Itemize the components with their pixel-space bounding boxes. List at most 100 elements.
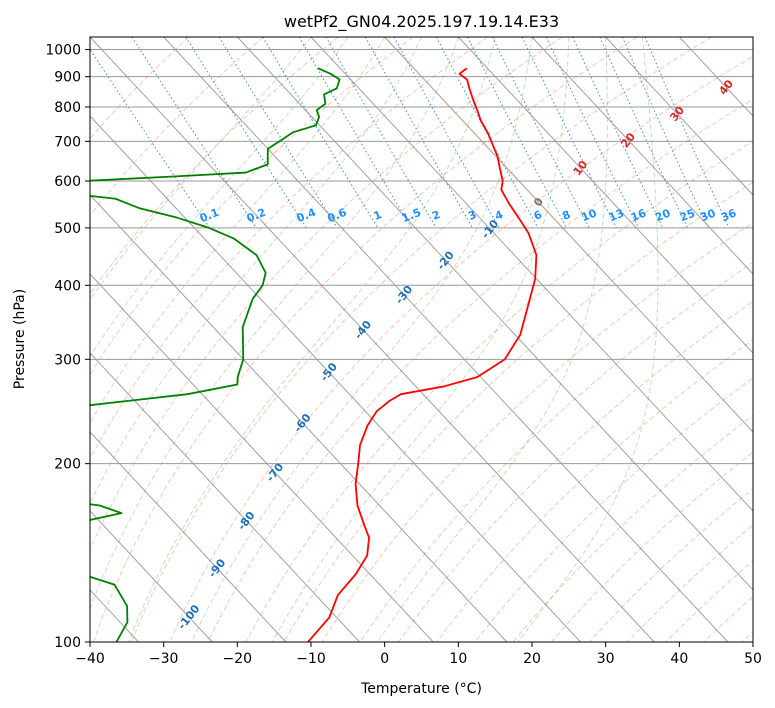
x-tick-label: 20 (523, 651, 541, 667)
mixing-ratio-line (599, 37, 689, 229)
mixing-ratio-label: 36 (719, 206, 738, 224)
mixing-ratio-label: 1 (372, 208, 384, 223)
x-tick-label: −10 (296, 651, 326, 667)
dry-adiabat (398, 300, 753, 642)
mixing-ratio-label: 2 (430, 208, 442, 223)
dry-adiabat (131, 37, 712, 642)
x-tick-label: −40 (75, 651, 105, 667)
moist-adiabat (191, 37, 533, 642)
isobars (90, 49, 753, 642)
isotherm-line (0, 37, 65, 642)
profile-lines (90, 67, 538, 642)
dry-adiabat (90, 37, 264, 217)
mixing-ratio-line (621, 37, 709, 229)
mixing-ratio-label: 10 (580, 206, 599, 224)
isotherm-line (90, 37, 655, 642)
moist-adiabat (517, 37, 659, 642)
mixing-ratio-line (364, 37, 474, 229)
dry-adiabat (512, 414, 753, 642)
y-tick-label: 700 (54, 134, 81, 150)
y-tick-label: 100 (54, 635, 81, 651)
isotherm-line (90, 510, 213, 642)
mixing-ratio-line (185, 37, 307, 229)
x-tick-label: 0 (380, 651, 389, 667)
isotherm-line (310, 37, 753, 512)
mixing-ratio-line (521, 37, 618, 229)
dry-adiabat (90, 37, 563, 551)
y-tick-label: 600 (54, 174, 81, 190)
dry-adiabat (360, 261, 753, 642)
y-tick-label: 300 (54, 352, 81, 368)
y-tick-label: 400 (54, 278, 81, 294)
isotherm-line (90, 431, 287, 642)
isotherm-line (457, 37, 753, 354)
isotherm-line (90, 115, 581, 642)
dry-adiabat (169, 55, 753, 642)
plot-frame (89, 36, 754, 643)
mixing-ratio-label: 30 (698, 206, 717, 224)
x-tick-label: −30 (149, 651, 179, 667)
dry-adiabat (283, 181, 753, 642)
mixing-ratio-line (325, 37, 437, 229)
y-tick-label: 800 (54, 100, 81, 116)
x-axis-ticks: −40 −30 −20 −10 0 10 20 30 40 50 (75, 642, 762, 667)
moist-adiabat (377, 37, 608, 642)
y-axis-label: Pressure (hPa) (12, 289, 28, 389)
isotherm-line (163, 37, 729, 642)
mixing-ratio-label: 25 (678, 207, 697, 225)
series-line-temperature (307, 67, 538, 642)
mixing-ratio-line (435, 37, 539, 229)
y-tick-label: 1000 (45, 43, 81, 59)
isotherm-line (605, 37, 753, 196)
dry-adiabat (474, 377, 753, 642)
isotherm-line (531, 37, 753, 275)
mixing-ratio-line (572, 37, 664, 229)
mixing-ratio-label: 16 (629, 206, 648, 224)
isotherm-line (90, 352, 360, 642)
dry-adiabat (92, 37, 638, 642)
x-tick-label: 50 (744, 651, 762, 667)
dry-adiabat (90, 37, 339, 295)
isotherm-line (752, 37, 753, 38)
chart-title: wetPf2_GN04.2025.197.19.14.E33 (284, 12, 559, 32)
plot-background-rect (90, 37, 753, 642)
moist-adiabats (90, 37, 659, 642)
y-tick-label: 500 (54, 221, 81, 237)
freezing-isotherm (384, 37, 564, 229)
dry-adiabat (550, 451, 753, 642)
plot-background (90, 37, 753, 642)
x-tick-label: −20 (223, 651, 253, 667)
mixing-ratio-line (262, 37, 379, 229)
mixing-ratio-line (545, 37, 640, 229)
x-tick-label: 40 (670, 651, 688, 667)
x-tick-label: 10 (449, 651, 467, 667)
isotherm-line (236, 37, 753, 591)
y-tick-label: 200 (54, 457, 81, 473)
mixing-ratio-label: 3 (466, 208, 478, 223)
mixing-ratio-line (644, 37, 730, 229)
dry-adiabats (90, 37, 753, 642)
isotherms (0, 37, 753, 642)
mixing-ratio-line (218, 37, 338, 229)
y-tick-label: 900 (54, 70, 81, 86)
mixing-ratio-line (393, 37, 500, 229)
plot-area (0, 37, 753, 642)
x-tick-label: 30 (597, 651, 615, 667)
isotherm-line (90, 194, 508, 642)
series-line-dewpoint (90, 67, 341, 642)
y-axis-ticks: 100 200 300 400 500 600 700 800 900 1000 (45, 43, 90, 651)
mixing-ratio-label: 20 (653, 206, 672, 224)
moist-adiabat (90, 37, 422, 505)
dry-adiabat (627, 524, 753, 642)
mixing-ratio-label: 13 (607, 207, 626, 225)
moist-adiabat (90, 37, 386, 424)
mixing-ratio-lines (90, 37, 730, 229)
x-axis-label: Temperature (°C) (360, 681, 482, 697)
moist-adiabat (128, 37, 496, 642)
moist-adiabat (90, 37, 349, 358)
mixing-ratio-label: 8 (560, 208, 572, 223)
isotherm-line (90, 273, 434, 642)
dry-adiabat (90, 37, 414, 376)
moist-adiabat (271, 37, 570, 642)
